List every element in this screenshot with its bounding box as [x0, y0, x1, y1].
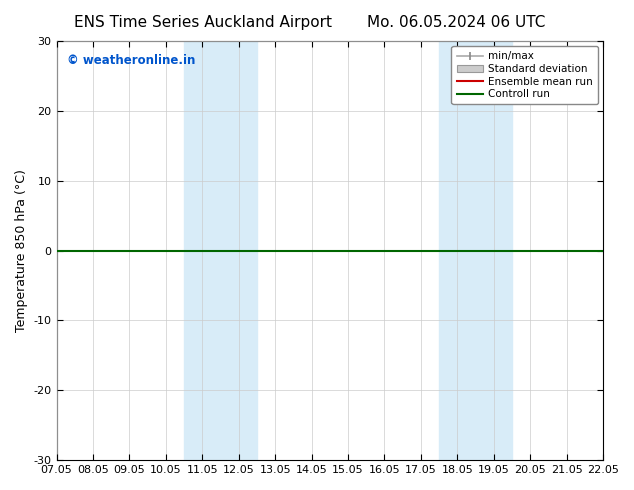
Text: Mo. 06.05.2024 06 UTC: Mo. 06.05.2024 06 UTC — [367, 15, 546, 30]
Text: ENS Time Series Auckland Airport: ENS Time Series Auckland Airport — [74, 15, 332, 30]
Bar — [439, 41, 512, 460]
Text: © weatheronline.in: © weatheronline.in — [67, 53, 196, 67]
Y-axis label: Temperature 850 hPa (°C): Temperature 850 hPa (°C) — [15, 169, 28, 332]
Bar — [184, 41, 257, 460]
Legend: min/max, Standard deviation, Ensemble mean run, Controll run: min/max, Standard deviation, Ensemble me… — [451, 46, 598, 104]
